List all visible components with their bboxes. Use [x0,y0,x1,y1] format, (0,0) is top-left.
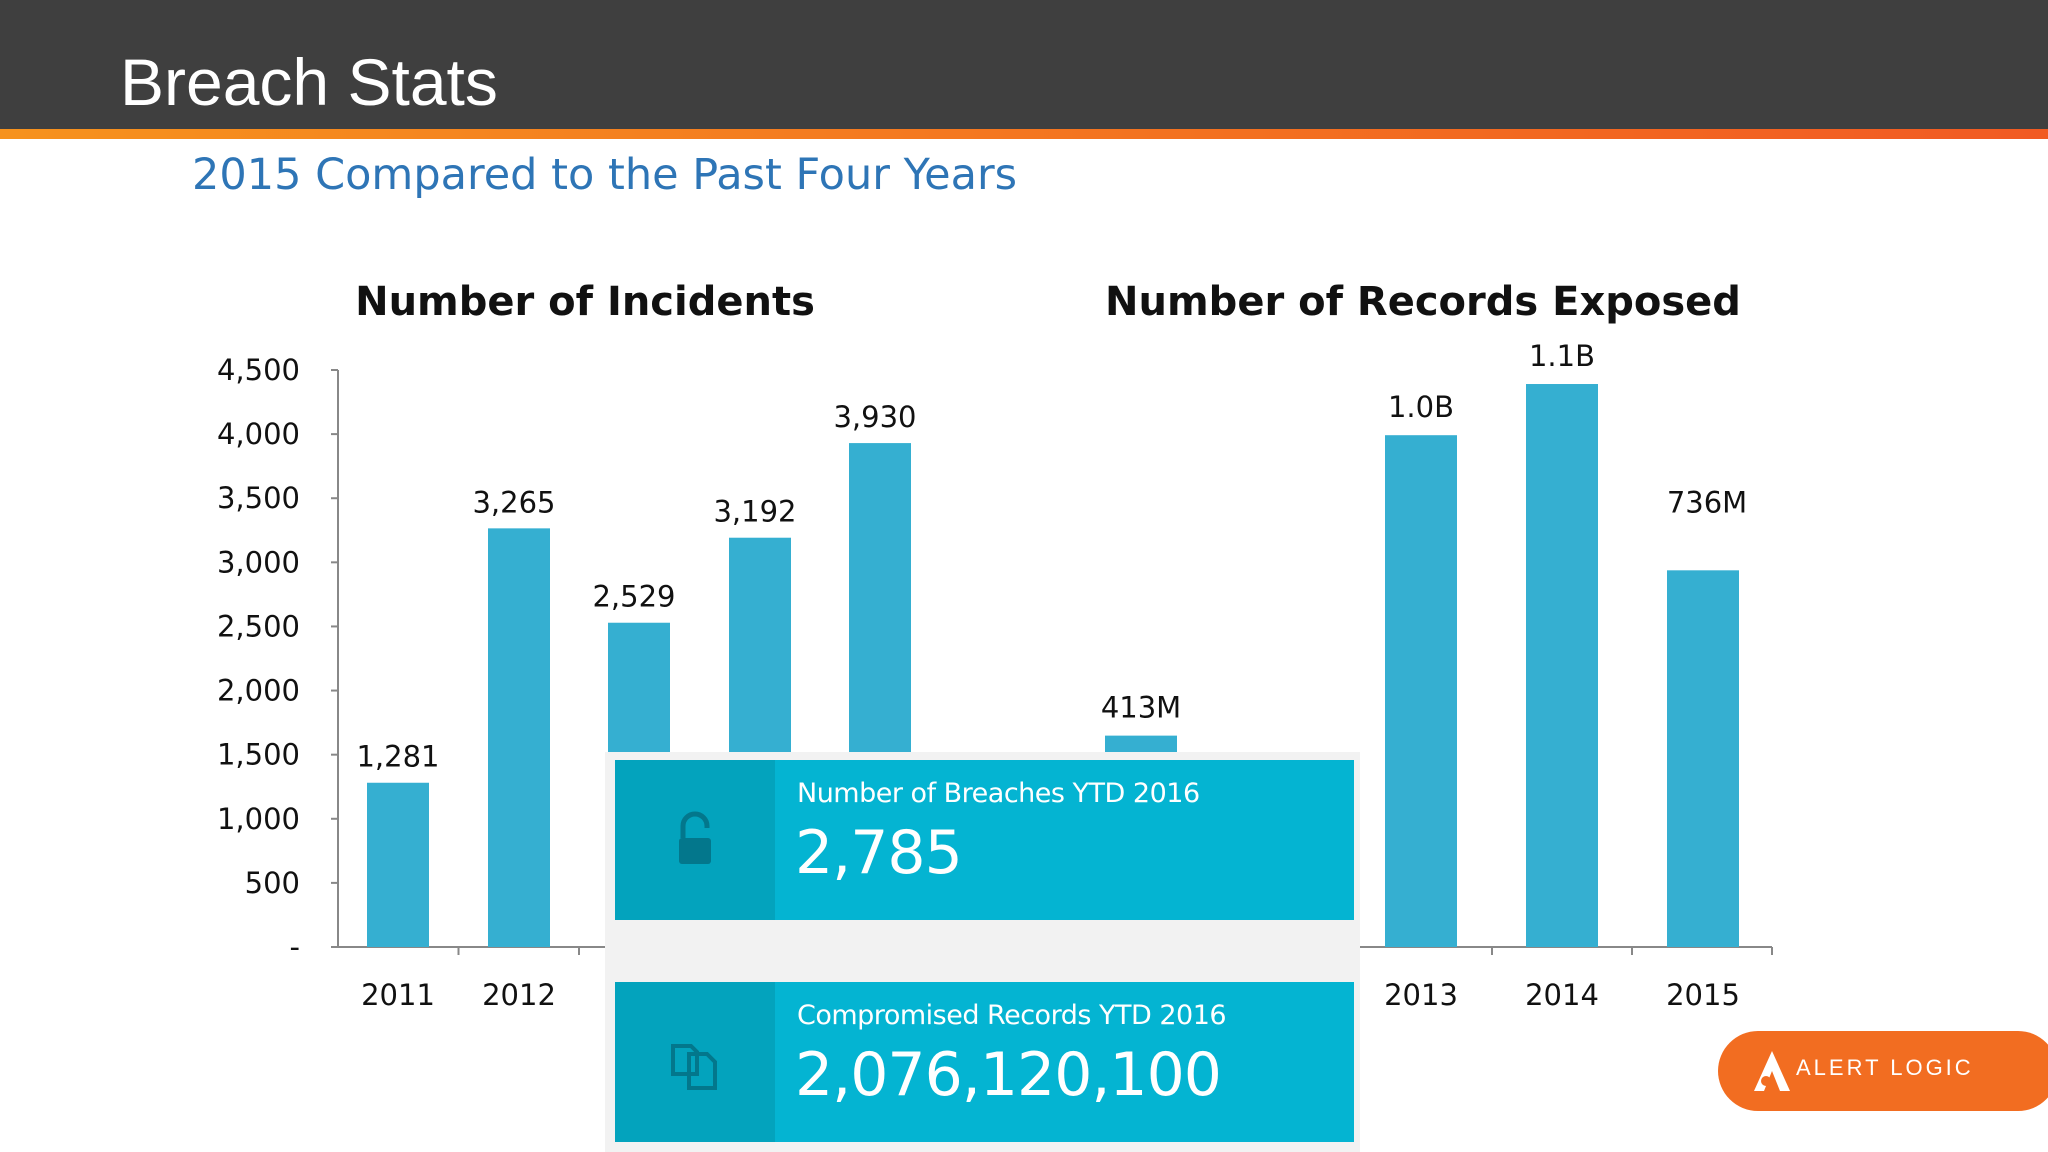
records-category-label: 2015 [1666,978,1740,1012]
slide-subtitle: 2015 Compared to the Past Four Years [192,150,1018,200]
breaches-stat-value: 2,785 [795,818,963,888]
records-bar [1385,435,1457,947]
incidents-data-label: 3,265 [472,485,555,519]
records-category-label: 2014 [1525,978,1599,1012]
records-stat-value: 2,076,120,100 [795,1040,1222,1110]
header-bar [0,0,2048,129]
header-accent-line [0,129,2048,139]
incidents-chart-title: Number of Incidents [355,279,815,325]
unlock-icon [679,811,711,864]
logo-text: ALERT LOGIC [1796,1055,1974,1080]
breaches-icon-box [615,760,775,920]
incidents-y-tick-label: 3,000 [217,545,300,579]
records-data-label: 736M [1667,485,1747,519]
copy-documents-icon [671,1044,717,1090]
records-bar [1526,384,1598,947]
records-chart-title: Number of Records Exposed [1105,279,1741,325]
incidents-y-tick-label: 2,500 [217,609,300,643]
incidents-y-tick-label: 3,500 [217,481,300,515]
incidents-chart: Number of Incidents - 500 1,000 1,500 2,000 2… [217,279,917,1012]
page-title: Breach Stats [120,45,498,119]
incidents-data-label: 1,281 [356,740,439,774]
records-category-label: 2013 [1384,978,1458,1012]
incidents-y-tick-label: 4,500 [217,353,300,387]
incidents-data-label: 3,192 [713,495,796,529]
incidents-data-label: 3,930 [833,400,916,434]
records-data-label: 1.0B [1388,390,1454,424]
incidents-y-tick-label: 1,000 [217,802,300,836]
incidents-data-label: 2,529 [592,580,675,614]
incidents-y-tick-label: 2,000 [217,674,300,708]
records-data-label: 1.1B [1529,339,1595,373]
incidents-category-label: 2011 [361,978,435,1012]
alert-logic-logo [1718,1031,2048,1111]
incidents-bar [488,528,550,947]
breaches-stat-card: Number of Breaches YTD 2016 2,785 [615,760,1354,920]
incidents-category-label: 2012 [482,978,556,1012]
records-bar [1667,570,1739,947]
alert-logic-mark-icon [1754,1051,1790,1091]
incidents-y-tick-label: 500 [245,866,300,900]
records-stat-label: Compromised Records YTD 2016 [797,1000,1227,1031]
incidents-y-tick-label: - [290,930,300,964]
records-stat-card: Compromised Records YTD 2016 2,076,120,1… [615,982,1354,1142]
incidents-y-tick-label: 4,000 [217,417,300,451]
breaches-stat-label: Number of Breaches YTD 2016 [797,778,1200,809]
incidents-bar [367,782,429,947]
records-data-label: 413M [1101,691,1181,725]
records-icon-box [615,982,775,1142]
incidents-y-tick-label: 1,500 [217,738,300,772]
